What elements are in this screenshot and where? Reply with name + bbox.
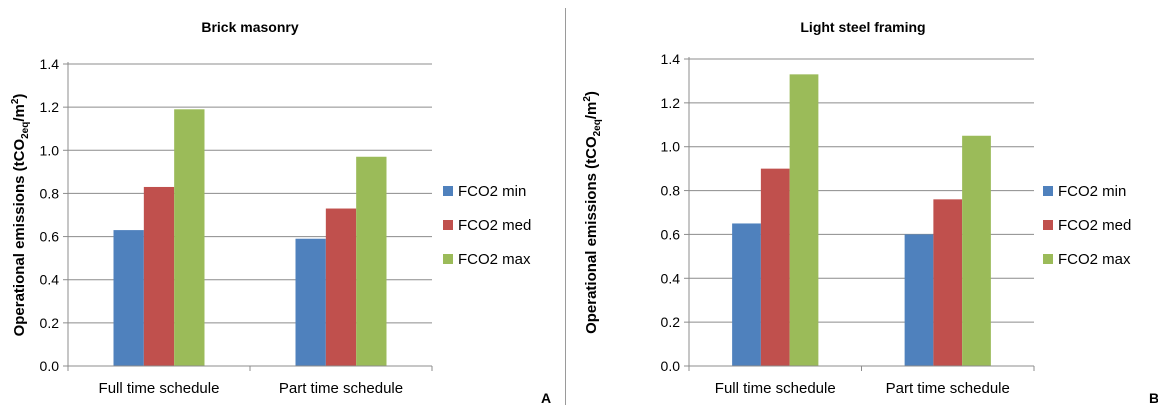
legend-swatch [443,220,453,230]
x-category-label: Full time schedule [715,380,836,397]
y-axis-label-slash: /m [583,102,600,120]
bar-fco2-med [143,186,175,366]
legend-label: FCO2 med [458,217,531,234]
legend-swatch [443,186,453,196]
bar-fco2-med [760,168,790,366]
y-tick-label: 0.6 [40,229,60,245]
y-axis-label: Operational emissions (tCO2eq/m2) [582,91,603,334]
y-tick-label: 1.2 [661,95,681,111]
x-category-label: Part time schedule [279,380,403,397]
y-tick-label: 0.2 [661,314,681,330]
bar-fco2-max [789,74,819,366]
y-axis-label-subscript: 2eq [20,122,31,139]
y-axis-label-subscript: 2eq [592,119,603,136]
y-tick-label: 1.4 [40,56,60,72]
chart-title: Brick masonry [201,19,298,35]
bar-fco2-max [962,135,991,366]
panel-label: A [541,390,551,405]
bar-fco2-min [732,223,761,366]
y-axis-label-end: ) [583,91,600,96]
bar-fco2-max [356,156,387,366]
y-tick-label: 1.0 [40,142,60,158]
y-tick-label: 0.6 [661,226,681,242]
legend-swatch [1043,254,1053,264]
y-axis-label-main: Operational emissions (tCO [11,139,28,337]
bar-fco2-med [325,208,357,366]
chart-svg-light-steel-framing: Light steel framing 0.0 0.2 0.4 0.6 0.8 1.0 1.2… [582,19,1158,405]
bar-fco2-max [174,109,205,367]
legend-label: FCO2 min [1058,183,1126,200]
y-tick-label: 0.4 [661,270,681,286]
legend-swatch [1043,220,1053,230]
legend-swatch [443,254,453,264]
y-axis-label: Operational emissions (tCO2eq/m2) [10,94,31,337]
bar-fco2-min [113,230,144,366]
y-tick-label: 0.8 [661,183,681,199]
y-axis-label-superscript: 2 [10,98,21,104]
legend-label: FCO2 max [1058,251,1131,268]
y-tick-label: 1.4 [661,51,681,67]
bar-fco2-min [904,234,934,366]
y-tick-label: 0.8 [40,185,60,201]
y-tick-label: 0.2 [40,315,60,331]
panel-label: B [1149,390,1158,405]
chart-panel-brick-masonry: Brick masonry 0.0 0.2 0.4 0.6 0.8 1.0 1.2 1.4 Ful… [0,0,565,405]
y-axis-label-superscript: 2 [582,96,593,102]
x-category-label: Part time schedule [886,380,1010,397]
legend-swatch [1043,186,1053,196]
chart-svg-brick-masonry: Brick masonry 0.0 0.2 0.4 0.6 0.8 1.0 1.2 1.4 Ful… [10,19,551,405]
y-tick-label: 0.0 [40,358,60,374]
y-tick-label: 1.0 [661,139,681,155]
y-axis-label-main: Operational emissions (tCO [583,136,600,334]
x-category-label: Full time schedule [99,380,220,397]
legend-label: FCO2 max [458,251,531,268]
y-tick-label: 0.0 [661,358,681,374]
panel-divider [565,8,566,405]
chart-panel-light-steel-framing: Light steel framing 0.0 0.2 0.4 0.6 0.8 1.0 1.2… [568,0,1158,405]
bar-fco2-med [933,199,963,366]
y-tick-label: 0.4 [40,272,60,288]
chart-title: Light steel framing [800,19,925,35]
bar-fco2-min [295,238,326,366]
legend-label: FCO2 min [458,183,526,200]
y-axis-label-slash: /m [11,104,28,122]
y-axis-label-end: ) [11,94,28,99]
y-tick-label: 1.2 [40,99,60,115]
legend-label: FCO2 med [1058,217,1131,234]
